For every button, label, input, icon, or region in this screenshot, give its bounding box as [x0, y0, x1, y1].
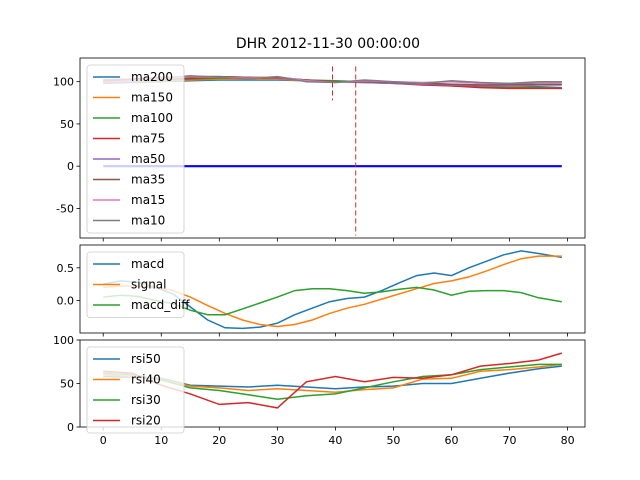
y-tick-label: -50: [56, 202, 74, 215]
y-tick-label: 50: [60, 118, 74, 131]
legend-label-ma50: ma50: [131, 152, 165, 166]
legend-label-macd: macd: [131, 257, 164, 271]
macd-panel: 0.0 0.5 macd signal macd_diff: [57, 244, 586, 337]
legend-label-ma75: ma75: [131, 132, 165, 146]
legend-label-rsi30: rsi30: [131, 393, 161, 407]
legend-box: [86, 251, 185, 318]
legend: ma200 ma150 ma100 ma75 ma50 ma35 ma15 ma10: [86, 64, 185, 234]
axes-frame: [79, 244, 586, 334]
legend-label-ma35: ma35: [131, 173, 165, 187]
y-tick-label: 0.5: [57, 262, 75, 275]
moving-averages-panel: -50 0 50 100 ma200 ma150 ma100 ma75 ma50 ma35 ma15…: [53, 57, 586, 242]
y-tick-label: 0: [67, 421, 74, 434]
legend-label-rsi40: rsi40: [131, 373, 161, 387]
legend-label-ma15: ma15: [131, 193, 165, 207]
legend-label-signal: signal: [131, 278, 167, 292]
y-tick-label: 0.0: [57, 294, 75, 307]
legend-label-ma150: ma150: [131, 91, 173, 105]
legend-label-macd_diff: macd_diff: [131, 298, 190, 312]
legend-label-rsi20: rsi20: [131, 414, 161, 428]
y-tick-label: 0: [67, 160, 74, 173]
y-tick-label: 50: [60, 378, 74, 391]
x-tick-label: 20: [212, 434, 226, 447]
y-tick-label: 100: [53, 76, 74, 89]
legend-label-ma10: ma10: [131, 214, 165, 228]
legend-box: [86, 346, 185, 434]
axes-frame: [79, 57, 586, 239]
x-tick-label: 10: [154, 434, 168, 447]
x-tick-label: 50: [386, 434, 400, 447]
legend-label-rsi50: rsi50: [131, 352, 161, 366]
chart-title: DHR 2012-11-30 00:00:00: [236, 36, 420, 52]
x-tick-label: 60: [444, 434, 458, 447]
x-tick-label: 0: [100, 434, 107, 447]
x-tick-label: 30: [270, 434, 284, 447]
x-tick-label: 70: [503, 434, 517, 447]
legend: macd signal macd_diff: [86, 251, 190, 318]
legend-label-ma200: ma200: [131, 70, 173, 84]
x-tick-label: 80: [561, 434, 575, 447]
legend-label-ma100: ma100: [131, 111, 173, 125]
x-tick-label: 40: [328, 434, 342, 447]
y-tick-label: 100: [53, 334, 74, 347]
legend: rsi50 rsi40 rsi30 rsi20: [86, 346, 185, 434]
legend-box: [86, 64, 185, 234]
